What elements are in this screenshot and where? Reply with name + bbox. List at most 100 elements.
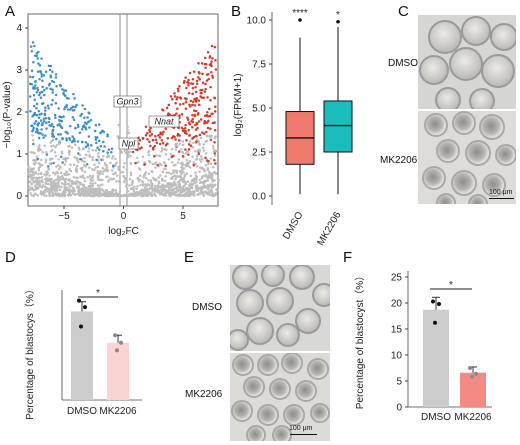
volcano-point	[99, 178, 102, 182]
volcano-point	[107, 148, 111, 151]
volcano-point	[62, 189, 66, 192]
volcano-point	[132, 193, 136, 197]
volcano-point	[146, 138, 149, 141]
volcano-point	[185, 132, 188, 135]
volcano-point	[30, 49, 34, 53]
micrograph-e-scale-label: 100 μm	[289, 425, 313, 432]
volcano-point	[190, 119, 193, 123]
volcano-point	[176, 132, 180, 136]
volcano-point	[58, 188, 62, 192]
volcano-point	[178, 84, 181, 88]
volcano-point	[56, 123, 59, 127]
volcano-point	[174, 148, 178, 151]
volcano-point	[171, 97, 174, 101]
volcano-point	[201, 157, 204, 161]
volcano-point	[34, 79, 37, 83]
embryo-cell	[481, 54, 515, 88]
volcano-point	[95, 158, 98, 162]
volcano-point	[37, 177, 40, 180]
volcano-point	[144, 190, 148, 194]
volcano-point	[52, 161, 55, 165]
volcano-point	[45, 177, 49, 180]
volcano-ytick-label: 4	[16, 23, 22, 34]
volcano-point	[74, 105, 77, 109]
embryo-cell	[310, 403, 330, 423]
panel-label-f: F	[343, 249, 352, 266]
volcano-point	[106, 175, 109, 179]
volcano-point	[108, 194, 112, 197]
volcano-point	[30, 124, 33, 128]
volcano-point	[197, 71, 201, 74]
volcano-point	[190, 193, 193, 196]
volcano-point	[177, 180, 181, 184]
volcano-point	[175, 187, 179, 190]
volcano-point	[184, 107, 188, 111]
volcano-point	[201, 88, 204, 92]
volcano-point	[40, 123, 44, 127]
volcano-point	[47, 64, 51, 68]
volcano-point	[77, 186, 81, 189]
bar	[71, 311, 93, 400]
micrograph-e-mk2206	[230, 353, 330, 441]
volcano-point	[37, 149, 40, 153]
bar	[423, 309, 449, 407]
data-point	[437, 302, 441, 307]
volcano-point	[205, 139, 209, 143]
volcano-point	[52, 186, 55, 189]
volcano-point	[161, 189, 164, 192]
volcano-point	[33, 122, 36, 125]
volcano-point	[175, 112, 178, 115]
volcano-point	[186, 118, 190, 121]
volcano-point	[71, 109, 75, 112]
volcano-point	[163, 147, 167, 151]
volcano-point	[58, 115, 61, 119]
volcano-point	[178, 142, 182, 146]
volcano-point	[32, 162, 36, 166]
volcano-point	[38, 182, 42, 186]
volcano-point	[158, 142, 162, 146]
volcano-point	[72, 192, 75, 195]
volcano-point	[185, 193, 189, 196]
volcano-point	[184, 152, 187, 155]
volcano-point	[64, 159, 68, 163]
panel-label-b: B	[231, 3, 241, 20]
volcano-point	[206, 73, 209, 76]
volcano-point	[84, 141, 88, 144]
volcano-point	[125, 168, 128, 171]
boxplot-yticks: 0.0 2.5 5.0 7.5 10.0	[247, 16, 272, 203]
boxplot-marks: **** *	[285, 8, 353, 195]
volcano-point	[199, 155, 203, 158]
embryo-cell	[257, 404, 279, 426]
volcano-point	[91, 158, 94, 162]
volcano-point	[125, 183, 129, 186]
volcano-point	[146, 132, 149, 135]
volcano-point	[75, 164, 79, 168]
volcano-point	[39, 119, 43, 122]
volcano-point	[111, 189, 114, 192]
volcano-point	[187, 184, 191, 187]
volcano-point	[52, 144, 55, 147]
volcano-point	[137, 193, 140, 196]
boxplot-significance-label: *	[336, 10, 340, 21]
volcano-point	[58, 179, 62, 182]
volcano-point	[62, 91, 65, 95]
volcano-point	[87, 147, 91, 150]
volcano-plot: −5 0 5 log₂FC 0 1 2 3 4 −log₁₀(P-value) …	[2, 13, 220, 237]
volcano-point	[170, 192, 174, 196]
volcano-point	[89, 177, 92, 180]
volcano-point	[136, 176, 140, 180]
volcano-point	[69, 184, 73, 188]
volcano-point	[91, 148, 95, 152]
volcano-point	[45, 127, 48, 130]
embryo-cell	[236, 289, 264, 317]
volcano-point	[177, 150, 181, 153]
volcano-point	[71, 186, 75, 190]
volcano-point	[151, 146, 155, 150]
volcano-point	[214, 162, 217, 165]
bar-f-y-axis-label: Percentage of blastocyst（%）	[354, 271, 366, 409]
embryo-cell	[451, 170, 477, 196]
volcano-point	[183, 180, 187, 183]
volcano-point	[176, 107, 179, 111]
volcano-point	[155, 154, 158, 157]
volcano-point	[101, 183, 104, 186]
